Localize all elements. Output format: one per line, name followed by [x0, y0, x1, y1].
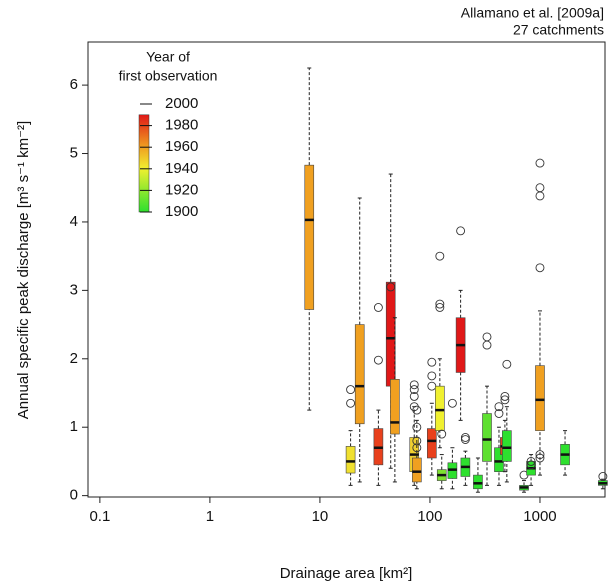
- x-tick-label: 10: [312, 508, 329, 525]
- colorbar-tick-label: 1980: [165, 117, 198, 134]
- x-tick-label: 100: [417, 508, 442, 525]
- outlier: [526, 460, 536, 470]
- outlier: [409, 385, 419, 395]
- outlier: [482, 340, 492, 350]
- outlier: [494, 409, 504, 418]
- outlier: [456, 226, 466, 236]
- outlier: [535, 453, 545, 463]
- outlier: [346, 398, 356, 408]
- outlier: [535, 183, 545, 193]
- outlier: [409, 380, 419, 390]
- y-tick-label: 1: [70, 418, 78, 435]
- box: [304, 164, 315, 310]
- colorbar: [138, 114, 150, 213]
- outlier: [500, 395, 510, 405]
- box: [473, 474, 483, 490]
- outlier: [412, 405, 422, 415]
- x-tick-label: 1: [206, 508, 214, 525]
- outlier: [526, 456, 536, 466]
- x-axis-label: Drainage area [km²]: [280, 565, 413, 582]
- y-tick-label: 5: [70, 144, 78, 161]
- outlier: [412, 443, 422, 453]
- y-tick-label: 0: [70, 487, 78, 504]
- x-tick-label: 1000: [523, 508, 556, 525]
- colorbar-tick-label: 2000: [165, 95, 198, 112]
- outlier: [346, 385, 356, 395]
- outlier: [409, 391, 419, 401]
- annotation: Allamano et al. [2009a]: [461, 5, 604, 21]
- colorbar-tick-label: 1920: [165, 181, 198, 198]
- y-tick-label: 6: [70, 76, 78, 93]
- outlier: [502, 359, 512, 369]
- outlier: [373, 303, 383, 312]
- box: [390, 379, 400, 435]
- outlier: [447, 398, 457, 408]
- outlier: [435, 303, 445, 312]
- y-tick-label: 2: [70, 350, 78, 367]
- x-tick-label: 0.1: [89, 508, 110, 525]
- y-tick-label: 3: [70, 281, 78, 298]
- outlier: [427, 381, 437, 391]
- outlier: [535, 191, 545, 201]
- box: [412, 457, 422, 483]
- outlier: [598, 472, 608, 481]
- outlier: [412, 436, 422, 446]
- outlier: [460, 433, 470, 442]
- y-tick-label: 4: [70, 213, 78, 230]
- outlier: [494, 402, 504, 412]
- outlier: [535, 450, 545, 460]
- box: [535, 365, 545, 431]
- outlier: [535, 158, 545, 168]
- annotation: 27 catchments: [513, 22, 604, 38]
- box: [354, 324, 365, 425]
- colorbar-tick-label: 1940: [165, 160, 198, 177]
- outlier: [435, 299, 445, 309]
- colorbar-tick-label: 1960: [165, 138, 198, 155]
- colorbar-tick-label: 1900: [165, 203, 198, 220]
- outlier: [427, 357, 437, 367]
- box: [427, 428, 437, 459]
- plot-frame: [87, 41, 606, 498]
- outlier: [482, 332, 492, 342]
- box: [482, 413, 492, 462]
- legend-title: first observation: [119, 68, 218, 84]
- outlier: [500, 391, 510, 401]
- box: [435, 385, 445, 431]
- outlier: [535, 263, 545, 273]
- box: [502, 430, 512, 462]
- outlier: [427, 371, 437, 381]
- outlier: [373, 355, 383, 365]
- box: [385, 281, 396, 387]
- y-axis-label: Annual specific peak discharge [m³ s⁻¹ k…: [15, 121, 32, 419]
- outlier: [460, 435, 470, 444]
- legend-title: Year of: [146, 49, 190, 65]
- outlier: [435, 251, 445, 261]
- outlier: [412, 422, 422, 432]
- box: [345, 446, 356, 474]
- outlier: [437, 429, 447, 439]
- outlier: [386, 282, 396, 292]
